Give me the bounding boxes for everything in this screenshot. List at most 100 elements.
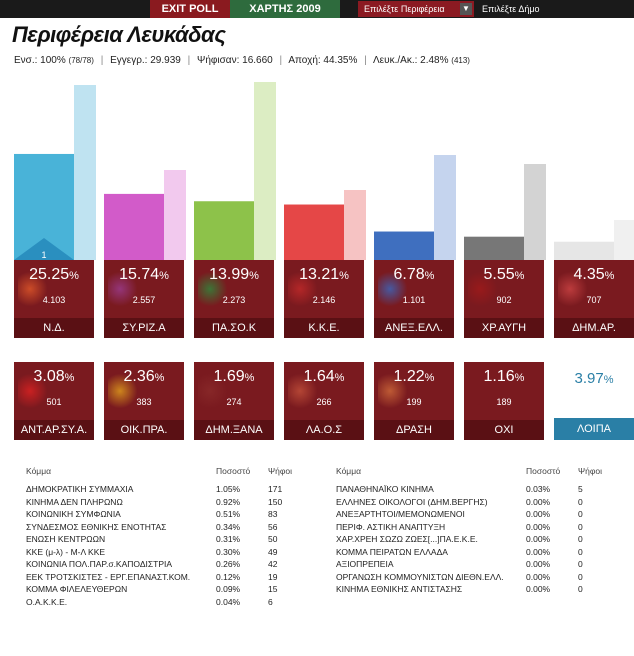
party-card[interactable]: 1.16% 189 ΟΧΙ xyxy=(464,362,544,440)
party-votes: 1.101 xyxy=(402,295,426,305)
party-name: ΣΥ.ΡΙΖ.Α xyxy=(104,318,184,338)
row-pct: 0.00% xyxy=(526,521,551,532)
exit-poll-tab[interactable]: EXIT POLL xyxy=(150,0,230,18)
row-votes: 15 xyxy=(268,584,278,594)
result-bar-6 xyxy=(554,241,614,260)
table-row: ΣΥΝΔΕΣΜΟΣ ΕΘΝΙΚΗΣ ΕΝΟΤΗΤΑΣ 0.34% 56 xyxy=(26,522,308,535)
row-pct: 0.31% xyxy=(216,534,241,544)
row-pct: 0.09% xyxy=(216,584,241,594)
minor-parties-table-right: Κόμμα Ποσοστό Ψήφοι ΠΑΝΑΘΗΝΑΪΚΟ ΚΙΝΗΜΑ 0.03%… xyxy=(336,466,618,597)
top-bar: EXIT POLL ΧΑΡΤΗΣ 2009 Επιλέξτε Περιφέρει… xyxy=(0,0,634,18)
party-card[interactable]: 1.64% 266 ΛΑ.Ο.Σ xyxy=(284,362,364,440)
row-pct: 1.05% xyxy=(216,484,241,494)
region-select[interactable]: Επιλέξτε Περιφέρεια ▼ xyxy=(358,1,474,17)
table-row: ΚΙΝΗΜΑ ΕΘΝΙΚΗΣ ΑΝΤΙΣΤΑΣΗΣ 0.00% 0 xyxy=(336,584,618,597)
previous-bar-3 xyxy=(344,190,366,260)
party-logo-icon xyxy=(108,272,138,306)
party-votes: 707 xyxy=(586,295,602,305)
party-name: ΑΝΕΞ.ΕΛΛ. xyxy=(374,318,454,338)
result-bar-4 xyxy=(374,231,434,260)
row-votes: 42 xyxy=(268,559,278,569)
row-party: ΠΑΝΑΘΗΝΑΪΚΟ ΚΙΝΗΜΑ xyxy=(336,484,434,494)
row-votes: 0 xyxy=(578,571,583,582)
chevron-down-icon[interactable]: ▼ xyxy=(460,3,472,15)
map-2009-tab[interactable]: ΧΑΡΤΗΣ 2009 xyxy=(230,0,340,18)
party-card[interactable]: 13.21% 2.146 Κ.Κ.Ε. xyxy=(284,260,364,338)
party-pct: 1.69% xyxy=(213,368,255,385)
row-pct: 0.00% xyxy=(526,584,551,594)
row-pct: 0.34% xyxy=(216,521,241,532)
rank-marker-icon xyxy=(14,238,74,260)
party-logo-icon xyxy=(18,272,48,306)
party-name: ΟΙΚ.ΠΡΑ. xyxy=(104,420,184,440)
previous-bar-6 xyxy=(614,220,634,260)
party-card[interactable]: 13.99% 2.273 ΠΑ.ΣΟ.Κ xyxy=(194,260,274,338)
table-row: ΑΝΕΞΑΡΤΗΤΟΙ/ΜΕΜΟΝΩΜΕΝΟΙ 0.00% 0 xyxy=(336,509,618,522)
table-row: ΟΡΓΑΝΩΣΗ ΚΟΜΜΟΥΝΙΣΤΩΝ ΔΙΕΘΝ.ΕΛΛ. 0.00% 0 xyxy=(336,572,618,585)
row-party: ΕΛΛΗΝΕΣ ΟΙΚΟΛΟΓΟΙ (ΔΗΜ.ΒΕΡΓΗΣ) xyxy=(336,496,488,507)
result-bar-1 xyxy=(104,193,164,260)
party-votes: 2.146 xyxy=(312,295,336,305)
row-pct: 0.30% xyxy=(216,546,241,557)
party-card[interactable]: 3.08% 501 ΑΝΤ.ΑΡ.ΣΥ.Α. xyxy=(14,362,94,440)
rank-label: 1 xyxy=(41,250,46,260)
party-card[interactable]: 25.25% 4.103 Ν.Δ. xyxy=(14,260,94,338)
stat-blank: Λευκ./Ακ.: 2.48% xyxy=(372,55,449,66)
table-row: ΚΟΙΝΩΝΙΚΗ ΣΥΜΦΩΝΙΑ 0.51% 83 xyxy=(26,509,308,522)
row-party: ΚΙΝΗΜΑ ΕΘΝΙΚΗΣ ΑΝΤΙΣΤΑΣΗΣ xyxy=(336,584,463,594)
row-pct: 0.00% xyxy=(526,571,551,582)
table-row: ΚΙΝΗΜΑ ΔΕΝ ΠΛΗΡΩΝΩ 0.92% 150 xyxy=(26,497,308,510)
result-bar-3 xyxy=(284,204,344,260)
others-pct: 3.97% xyxy=(574,370,614,387)
party-pct: 4.35% xyxy=(573,266,615,283)
stats-line: Ενσ.: 100% (78/78) | Εγγεγρ.: 29.939 | Ψ… xyxy=(14,55,470,66)
party-card[interactable]: 1.69% 274 ΔΗΜ.ΞΑΝΑ xyxy=(194,362,274,440)
row-votes: 0 xyxy=(578,546,583,557)
party-votes: 266 xyxy=(316,397,332,407)
table-row: ΚΟΙΝΩΝΙΑ ΠΟΛ.ΠΑΡ.σ.ΚΑΠΟΔΙΣΤΡΙΑ 0.26% 42 xyxy=(26,559,308,572)
table-row: ΔΗΜΟΚΡΑΤΙΚΗ ΣΥΜΜΑΧΙΑ 1.05% 171 xyxy=(26,484,308,497)
row-pct: 0.00% xyxy=(526,496,551,507)
table-row: ΚΟΜΜΑ ΦΙΛΕΛΕΥΘΕΡΩΝ 0.09% 15 xyxy=(26,584,308,597)
header-party: Κόμμα xyxy=(336,466,362,476)
party-pct: 5.55% xyxy=(483,266,525,283)
others-card[interactable]: 3.97% ΛΟΙΠΑ xyxy=(554,362,634,440)
table-row: ΚΟΜΜΑ ΠΕΙΡΑΤΩΝ ΕΛΛΑΔΑ 0.00% 0 xyxy=(336,547,618,560)
others-label: ΛΟΙΠΑ xyxy=(554,418,634,440)
party-card[interactable]: 15.74% 2.557 ΣΥ.ΡΙΖ.Α xyxy=(104,260,184,338)
party-pct: 6.78% xyxy=(393,266,435,283)
row-party: ΑΞΙΟΠΡΕΠΕΙΑ xyxy=(336,559,394,569)
party-card[interactable]: 4.35% 707 ΔΗΜ.ΑΡ. xyxy=(554,260,634,338)
row-pct: 0.51% xyxy=(216,509,241,519)
party-card[interactable]: 1.22% 199 ΔΡΑΣΗ xyxy=(374,362,454,440)
party-card[interactable]: 2.36% 383 ΟΙΚ.ΠΡΑ. xyxy=(104,362,184,440)
table-row: ΑΞΙΟΠΡΕΠΕΙΑ 0.00% 0 xyxy=(336,559,618,572)
party-card[interactable]: 5.55% 902 ΧΡ.ΑΥΓΗ xyxy=(464,260,544,338)
row-votes: 0 xyxy=(578,584,583,594)
party-name: ΔΡΑΣΗ xyxy=(374,420,454,440)
party-pct: 25.25% xyxy=(29,266,79,283)
row-pct: 0.03% xyxy=(526,484,551,494)
row-party: ΟΡΓΑΝΩΣΗ ΚΟΜΜΟΥΝΙΣΤΩΝ ΔΙΕΘΝ.ΕΛΛ. xyxy=(336,571,504,582)
party-pct: 1.22% xyxy=(393,368,435,385)
table-row: ΧΑΡ.ΧΡΕΗ ΣΩΖΩ ΖΩΕΣ[...]ΠΑ.Ε.Κ.Ε. 0.00% 0 xyxy=(336,534,618,547)
party-votes: 274 xyxy=(226,397,242,407)
row-party: ΚΚΕ (μ-λ) - Μ-Λ ΚΚΕ xyxy=(26,546,106,557)
row-party: ΣΥΝΔΕΣΜΟΣ ΕΘΝΙΚΗΣ ΕΝΟΤΗΤΑΣ xyxy=(26,521,167,532)
party-pct: 1.64% xyxy=(303,368,345,385)
party-name: Κ.Κ.Ε. xyxy=(284,318,364,338)
party-pct: 2.36% xyxy=(123,368,165,385)
row-votes: 150 xyxy=(268,496,283,507)
party-logo-icon xyxy=(18,374,48,408)
row-pct: 0.00% xyxy=(526,534,551,544)
party-logo-icon xyxy=(198,272,228,306)
table-row: ΠΑΝΑΘΗΝΑΪΚΟ ΚΙΝΗΜΑ 0.03% 5 xyxy=(336,484,618,497)
previous-bar-1 xyxy=(164,170,186,260)
party-card[interactable]: 6.78% 1.101 ΑΝΕΞ.ΕΛΛ. xyxy=(374,260,454,338)
deme-select[interactable]: Επιλέξτε Δήμο xyxy=(482,4,540,14)
row-pct: 0.12% xyxy=(216,571,241,582)
row-pct: 0.00% xyxy=(526,559,551,569)
table-row: ΕΛΛΗΝΕΣ ΟΙΚΟΛΟΓΟΙ (ΔΗΜ.ΒΕΡΓΗΣ) 0.00% 0 xyxy=(336,497,618,510)
party-pct: 15.74% xyxy=(119,266,169,283)
